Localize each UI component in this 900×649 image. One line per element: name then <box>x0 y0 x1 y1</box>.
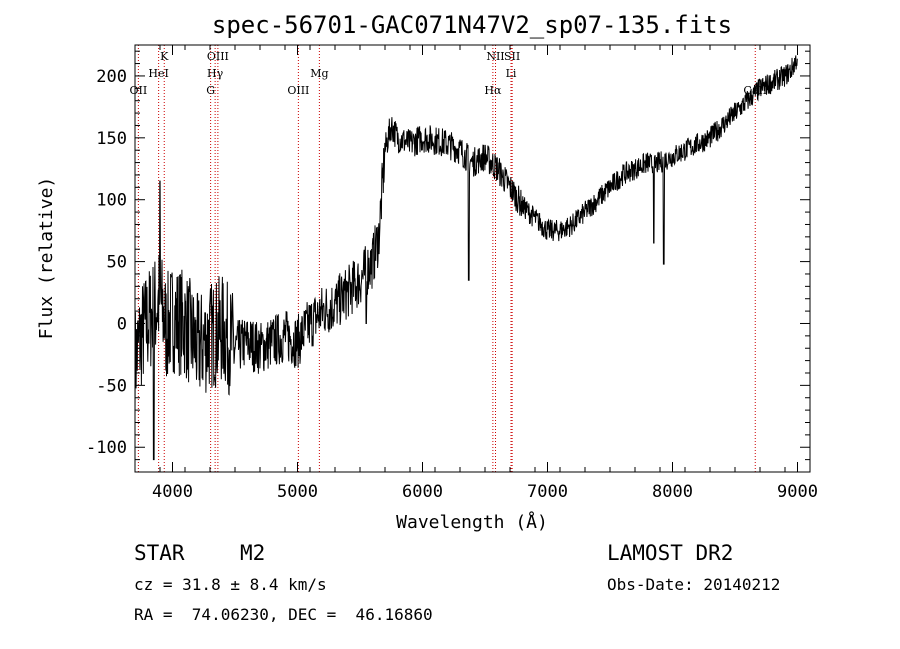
spectral-line-label: SII <box>504 50 520 63</box>
y-tick-label: 100 <box>96 191 127 211</box>
y-tick-label: 150 <box>96 129 127 149</box>
y-tick-label: 200 <box>96 67 127 87</box>
spectral-line-label: Hγ <box>207 67 224 80</box>
y-tick-label: -100 <box>86 438 127 458</box>
y-tick-label: 0 <box>117 314 127 334</box>
spectral-line-label: G <box>206 84 215 97</box>
y-tick-label: -50 <box>96 376 127 396</box>
series <box>134 55 798 461</box>
redshift-readout: cz = 31.8 ± 8.4 km/s <box>134 575 327 594</box>
x-tick-label: 5000 <box>277 482 318 502</box>
spectral-line-label: Mg <box>310 67 328 80</box>
flux-series-line <box>134 55 798 461</box>
x-tick-label: 9000 <box>777 482 818 502</box>
spectral-line-label: OII <box>130 84 148 97</box>
object-subclass: M2 <box>240 541 266 565</box>
x-axis-label: Wavelength (Å) <box>396 511 548 533</box>
spectral-line-label: Hα <box>484 84 502 97</box>
spectral-line-label: HeI <box>148 67 168 80</box>
spectral-line-label: K <box>160 50 169 63</box>
plot-frame <box>134 44 811 473</box>
chart-title: spec-56701-GAC071N47V2_sp07-135.fits <box>212 11 732 39</box>
spectral-line-label: NII <box>486 50 504 63</box>
x-tick-label: 4000 <box>152 482 193 502</box>
y-axis-label: Flux (relative) <box>36 177 57 340</box>
axes-ticks: 4000 5000 6000 7000 8000 9000 -100 -50 0 50 100 150… <box>86 45 818 502</box>
spectral-line-label: Li <box>506 67 517 80</box>
survey-name: LAMOST DR2 <box>607 541 734 565</box>
y-tick-label: 50 <box>107 253 127 273</box>
x-tick-label: 6000 <box>402 482 443 502</box>
spectral-line-label: OIII <box>287 84 309 97</box>
object-class: STAR <box>134 541 185 565</box>
x-tick-label: 8000 <box>652 482 693 502</box>
x-tick-label: 7000 <box>527 482 568 502</box>
coordinates-readout: RA = 74.06230, DEC = 46.16860 <box>134 605 433 624</box>
observation-date: Obs-Date: 20140212 <box>607 575 781 594</box>
spectral-line-label: OIII <box>207 50 229 63</box>
